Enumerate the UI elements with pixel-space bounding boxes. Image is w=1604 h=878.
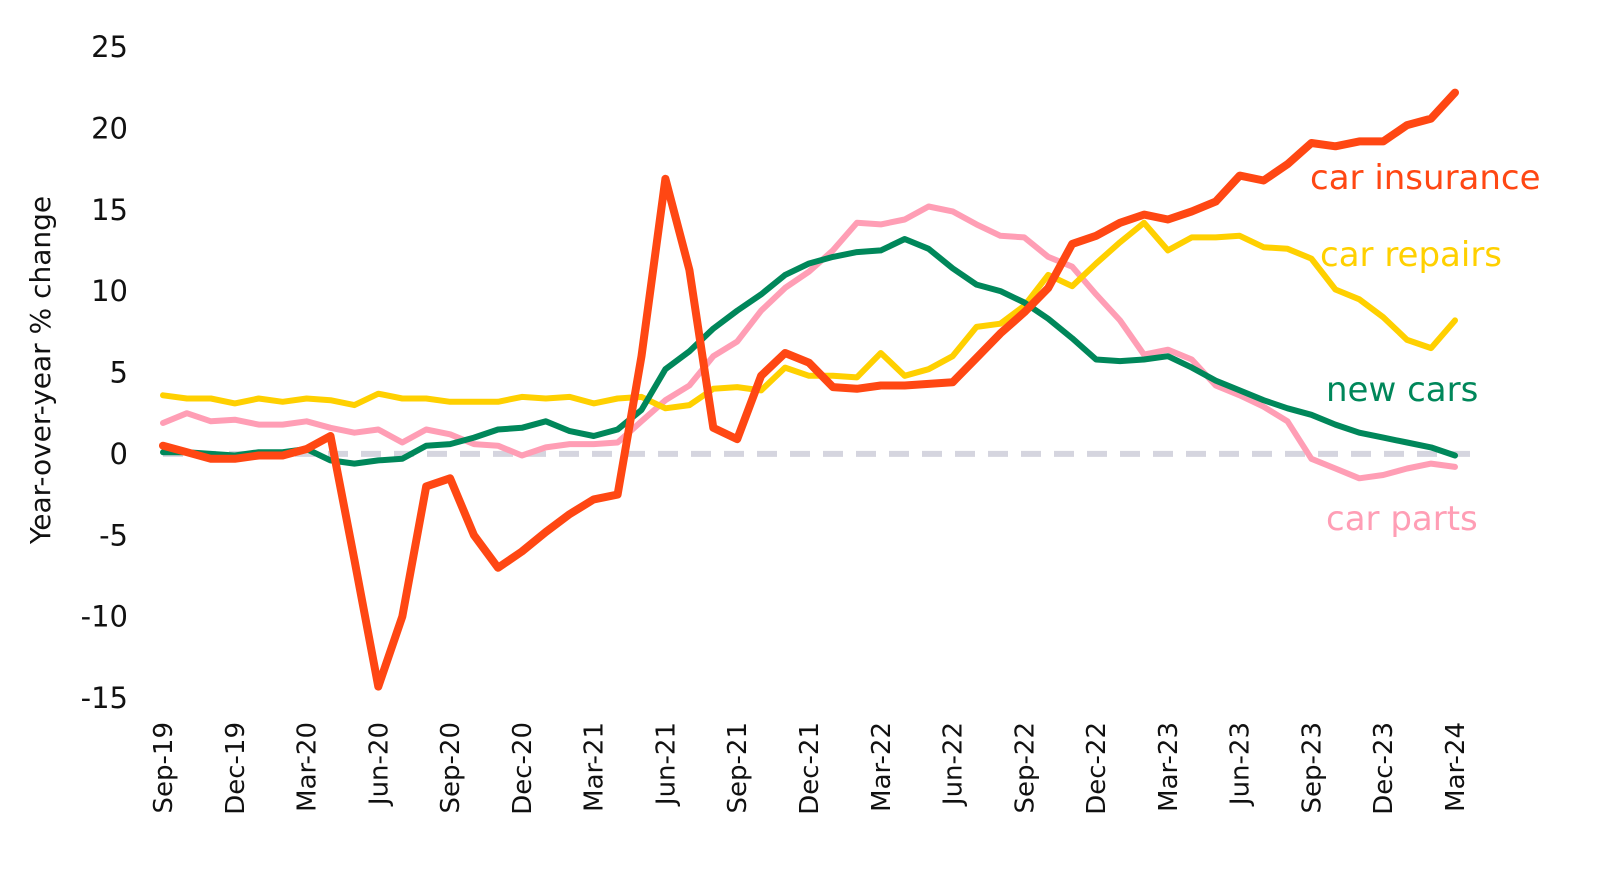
x-tick-label: Mar-21 <box>580 722 610 812</box>
series-line-car-parts <box>160 203 1458 482</box>
x-tick-label: Dec-20 <box>508 722 538 815</box>
y-tick-label: -5 <box>99 518 128 552</box>
x-tick-label: Jun-21 <box>651 722 681 807</box>
x-tick-label: Jun-22 <box>939 722 969 807</box>
x-tick-label: Mar-20 <box>293 722 323 812</box>
x-tick-label: Mar-23 <box>1154 722 1184 812</box>
x-tick-label: Dec-19 <box>221 722 251 815</box>
y-tick-label: 20 <box>91 111 128 145</box>
x-tick-label: Dec-21 <box>795 722 825 815</box>
x-tick-label: Mar-22 <box>867 722 897 812</box>
series-line-new-cars <box>160 236 1458 467</box>
series-line-car-insurance <box>159 88 1459 691</box>
y-tick-label: 15 <box>91 193 128 227</box>
x-tick-label: Jun-23 <box>1226 722 1256 807</box>
x-tick-label: Dec-22 <box>1082 722 1112 815</box>
x-tick-label: Sep-23 <box>1297 722 1327 813</box>
x-tick-label: Sep-19 <box>149 722 179 813</box>
y-tick-label: 0 <box>110 437 128 471</box>
series-line-car-repairs <box>160 219 1458 412</box>
x-tick-label: Dec-23 <box>1369 722 1399 815</box>
x-tick-label: Sep-20 <box>436 722 466 813</box>
y-tick-label: -10 <box>81 600 128 634</box>
x-tick-label: Sep-22 <box>1010 722 1040 813</box>
y-tick-label: -15 <box>81 681 128 715</box>
x-tick-label: Jun-20 <box>364 722 394 807</box>
series-label: car parts <box>1326 499 1478 539</box>
y-axis-title: Year-over-year % change <box>24 196 57 545</box>
series-label: car repairs <box>1320 235 1502 275</box>
series-label: car insurance <box>1310 158 1541 198</box>
y-tick-label: 5 <box>110 356 128 390</box>
x-tick-label: Mar-24 <box>1441 722 1471 812</box>
y-tick-label: 10 <box>91 274 128 308</box>
y-tick-label: 25 <box>91 30 128 64</box>
x-tick-label: Sep-21 <box>723 722 753 813</box>
series-label: new cars <box>1326 370 1478 410</box>
